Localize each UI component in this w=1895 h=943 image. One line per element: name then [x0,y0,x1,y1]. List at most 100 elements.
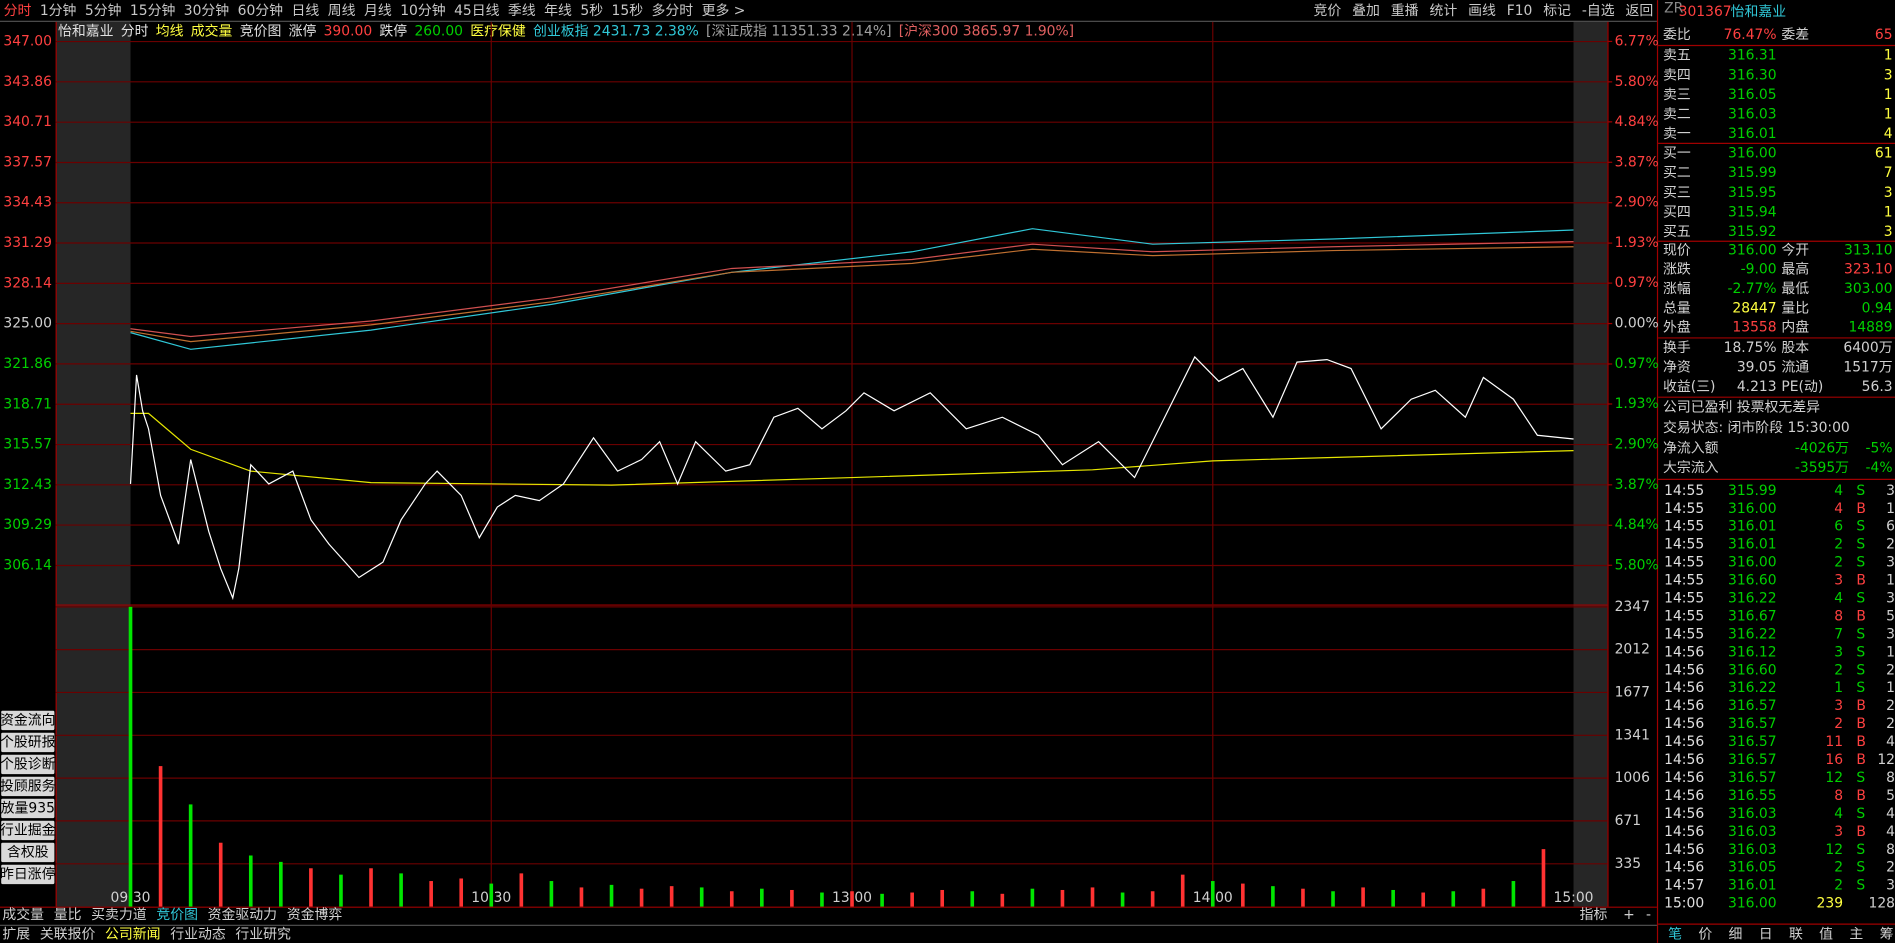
quote-value: -2.77% [1727,281,1776,297]
chart-tab[interactable]: 成交量 [2,906,44,923]
flow-label: 大宗流入 [1663,460,1719,476]
toolbar-item[interactable]: 周线 [328,3,356,19]
panel-tab[interactable]: 值 [1819,926,1833,942]
toolbar-item[interactable]: 45日线 [454,3,500,19]
chart-tab[interactable]: 买卖力道 [91,907,147,923]
quote-value: 39.05 [1737,360,1777,376]
trade-count: 1 [1886,573,1895,589]
chart-tab[interactable]: 指标 [1580,907,1608,923]
toolbar-item[interactable]: 画线 [1468,3,1496,19]
chart-tab[interactable]: + [1623,907,1635,923]
trade-side: B [1856,573,1866,589]
toolbar-item[interactable]: -自选 [1582,3,1615,19]
side-button-label[interactable]: 个股诊断 [0,756,56,772]
side-button[interactable] [1,776,55,797]
bottom-link[interactable]: 行业动态 [170,926,226,942]
y2-tick-label: 0.97% [1615,275,1659,291]
toolbar-item[interactable]: 30分钟 [184,2,229,19]
bottom-link[interactable]: 扩展 [2,926,30,942]
trade-volume: 4 [1834,591,1843,607]
toolbar-item[interactable]: 季线 [508,3,536,19]
chart-tab[interactable]: 竞价图 [156,906,198,923]
volume-bar [1060,889,1065,907]
side-button[interactable] [1,820,55,841]
panel-tab[interactable]: 价 [1698,926,1712,942]
trade-time: 14:56 [1664,662,1704,678]
info-item: 竞价图 [240,23,282,40]
toolbar-item[interactable]: 15秒 [612,3,644,19]
toolbar-item[interactable]: 年线 [544,3,572,19]
bottom-link[interactable]: 公司新闻 [105,926,161,942]
side-button[interactable] [1,798,55,819]
volume-bar [1451,891,1456,907]
toolbar-item[interactable]: 重播 [1391,3,1419,19]
quote-label: 涨跌 [1663,262,1691,278]
panel-tab[interactable]: 联 [1789,926,1803,942]
chart-tab[interactable]: 资金驱动力 [208,907,277,923]
toolbar-item[interactable]: F10 [1507,3,1533,19]
side-button-label[interactable]: 昨日涨停 [0,865,56,882]
toolbar-item[interactable]: 5分钟 [85,2,122,19]
trade-price: 316.55 [1728,788,1777,804]
side-button[interactable] [1,732,55,753]
side-button[interactable] [1,864,55,885]
toolbar-item[interactable]: 10分钟 [400,2,445,19]
toolbar-item[interactable]: 60分钟 [238,2,283,19]
bottom-link[interactable]: 行业研究 [235,926,291,942]
side-button-label[interactable]: 含权股 [7,844,49,860]
chart-tab[interactable]: 量比 [54,907,82,923]
toolbar-item[interactable]: 统计 [1429,3,1457,19]
side-button[interactable] [1,754,55,775]
toolbar-item[interactable]: 15分钟 [130,2,175,19]
side-button-label[interactable]: 行业掘金 [0,822,56,838]
trade-price: 316.05 [1728,860,1777,876]
toolbar-item[interactable]: 月线 [364,3,392,19]
side-button-label[interactable]: 资金流向 [0,712,56,728]
toolbar-item[interactable]: 竞价 [1314,2,1342,19]
toolbar-item[interactable]: 5秒 [580,3,603,19]
panel-tab[interactable]: 筹 [1880,925,1894,942]
toolbar-item[interactable]: 多分时 [652,2,694,19]
toolbar-item[interactable]: 日线 [292,3,320,19]
side-button[interactable] [1,710,55,731]
panel-tab[interactable]: 细 [1729,926,1743,942]
chart-tab[interactable]: 资金博弈 [287,906,343,923]
volume-bar [1541,849,1546,907]
trade-price: 316.57 [1728,716,1777,732]
pre-market-band [55,21,131,907]
quote-label: PE(动) [1781,379,1823,395]
panel-tab[interactable]: 笔 [1668,926,1682,942]
y2-tick-label: 1.93% [1615,235,1659,251]
toolbar-item[interactable]: 更多 > [702,2,746,19]
side-button[interactable] [1,842,55,863]
trade-price: 316.00 [1728,555,1777,571]
volume-bar [1090,887,1095,907]
trade-volume: 2 [1834,662,1843,678]
y-tick-label: 318.71 [3,396,52,412]
toolbar-item[interactable]: 1分钟 [40,2,77,19]
book-qty: 3 [1884,67,1893,83]
panel-tab[interactable]: 日 [1759,926,1773,942]
trade-price: 316.60 [1728,662,1777,678]
y-tick-label: 328.14 [3,275,52,291]
toolbar-item[interactable]: 叠加 [1352,3,1380,19]
quote-label: 外盘 [1663,319,1691,336]
volume-bar [1210,881,1215,907]
chart-tab[interactable]: - [1646,907,1651,923]
trade-price: 316.57 [1728,752,1777,768]
volume-bar [1241,883,1245,907]
bottom-link[interactable]: 关联报价 [40,926,96,942]
trade-time: 14:55 [1664,519,1704,535]
toolbar-item[interactable]: 标记 [1543,3,1571,19]
side-button-label[interactable]: 放量935 [1,800,55,816]
info-item: 涨停 [289,23,317,40]
toolbar-item[interactable]: 返回 [1626,3,1654,19]
side-button-label[interactable]: 投顾服务 [0,778,56,794]
volume-bar [218,842,223,907]
side-button-label[interactable]: 个股研报 [0,734,56,750]
y2-tick-label: 2.90% [1615,436,1659,452]
panel-tab[interactable]: 主 [1849,926,1863,942]
quote-value: 6400万 [1843,340,1892,356]
trade-side: S [1856,519,1865,535]
toolbar-item[interactable]: 分时 [4,3,32,19]
